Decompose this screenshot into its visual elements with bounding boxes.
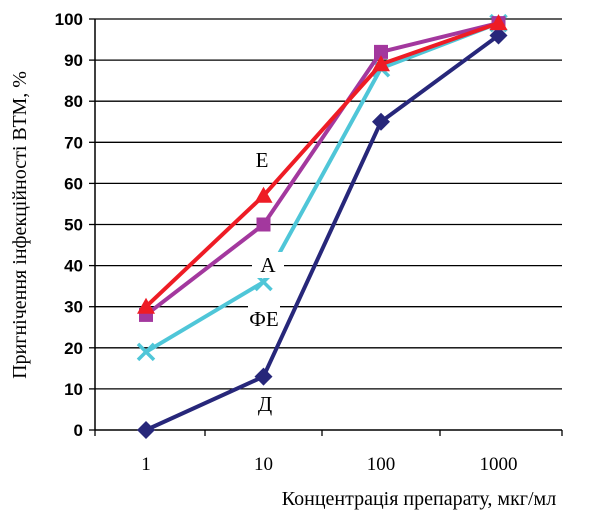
series-label-А: А	[260, 253, 276, 277]
data-point	[372, 55, 390, 72]
series-label-bg	[249, 391, 281, 417]
y-tick-label: 0	[74, 421, 83, 440]
series-line	[144, 21, 499, 317]
y-tick-label: 40	[64, 257, 83, 276]
data-point	[372, 112, 390, 131]
y-tick-label: 50	[64, 216, 83, 235]
x-tick-label: 100	[367, 454, 396, 475]
y-tick-label: 80	[64, 92, 83, 111]
data-point	[374, 44, 388, 59]
data-point	[136, 342, 156, 362]
series-Д	[137, 26, 508, 439]
series-label-bg	[246, 147, 278, 173]
y-tick-labels: 0 10 20 30 40 50 60 70 80 90 100	[55, 10, 83, 440]
data-point	[256, 217, 271, 232]
series-Е	[137, 14, 508, 314]
data-point	[137, 297, 155, 314]
series-label-bg	[248, 306, 280, 332]
series-line	[144, 21, 500, 309]
series-labels: Е А ФЕ Д	[246, 147, 284, 417]
data-point	[489, 14, 508, 31]
y-tick-label: 20	[64, 339, 83, 358]
y-tick-label: 100	[55, 10, 83, 29]
y-tick-label: 60	[64, 174, 83, 193]
data-point	[137, 421, 155, 439]
data-point	[254, 186, 273, 203]
x-tick-labels: 1 10 100 1000	[141, 454, 517, 475]
x-tick-label: 1000	[480, 454, 518, 475]
series-ФЕ	[136, 13, 508, 362]
x-axis-title: Концентрація препарату, мкг/мл	[282, 488, 556, 510]
y-tick-label: 30	[64, 298, 83, 317]
data-point	[489, 26, 508, 45]
series-label-Д: Д	[258, 392, 272, 416]
series-group	[136, 13, 508, 439]
series-line	[145, 33, 500, 432]
series-А	[139, 16, 506, 322]
y-tick-label: 90	[64, 51, 83, 70]
y-tick-label: 70	[64, 133, 83, 152]
x-tick-label: 1	[141, 454, 151, 475]
x-tick-label: 10	[254, 454, 273, 475]
series-label-ФЕ: ФЕ	[249, 307, 278, 331]
axes	[89, 18, 563, 436]
y-axis-title: Пригнічення інфекційності ВТМ, %	[9, 71, 31, 379]
series-label-bg	[252, 252, 284, 278]
gridlines	[95, 18, 562, 390]
data-point	[254, 367, 273, 386]
series-label-Е: Е	[256, 148, 269, 172]
y-tick-label: 10	[64, 380, 83, 399]
